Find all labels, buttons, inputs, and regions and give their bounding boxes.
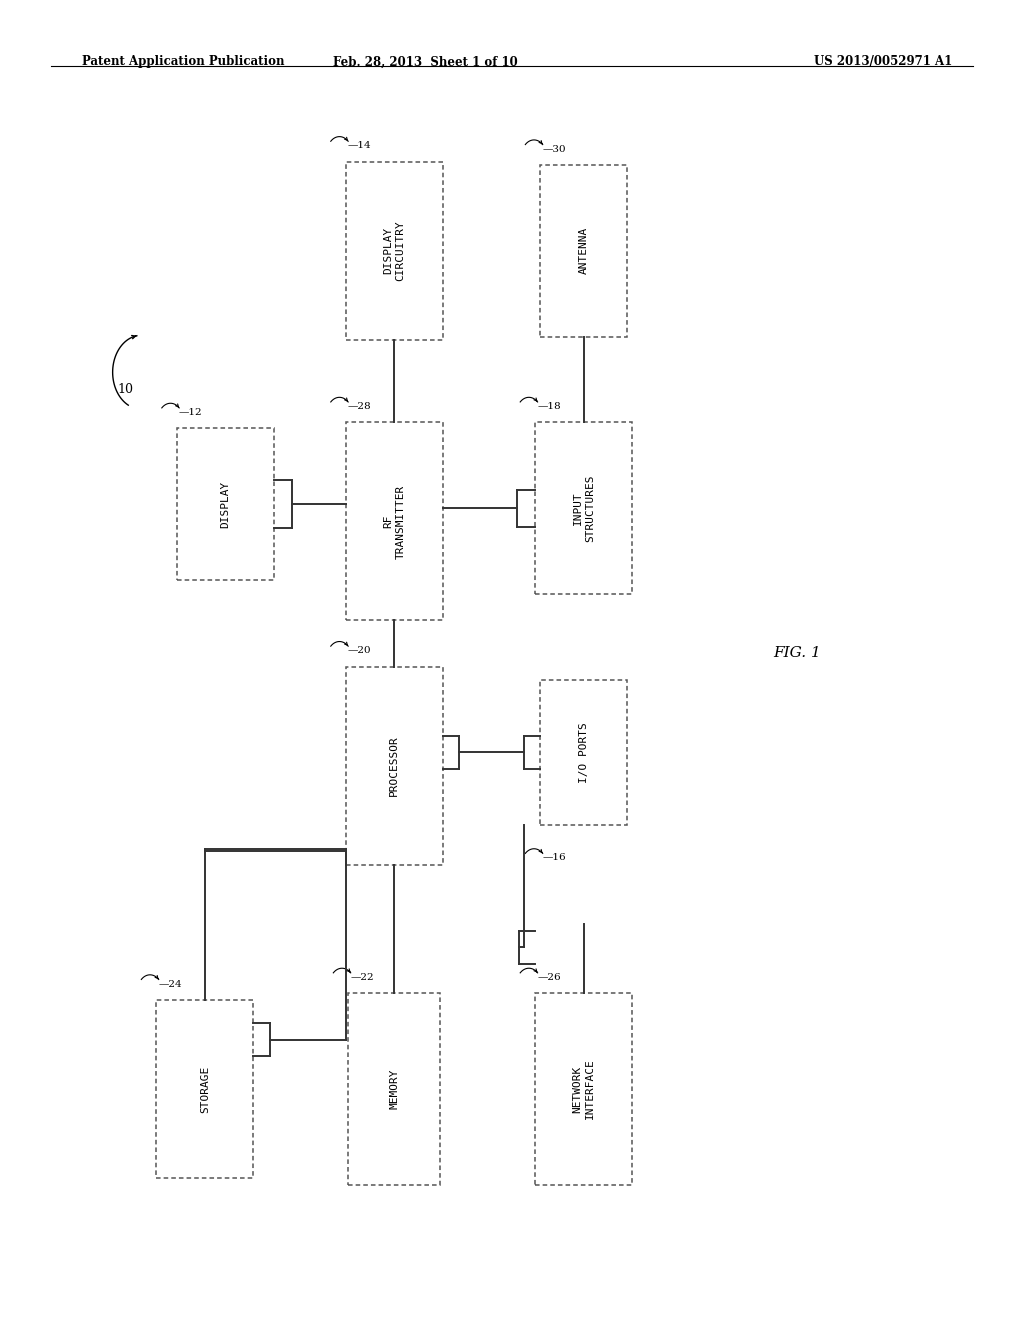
Bar [346,667,442,865]
Text: DISPLAY
CIRCUITRY: DISPLAY CIRCUITRY [383,220,406,281]
Text: FIG. 1: FIG. 1 [773,647,821,660]
Text: STORAGE: STORAGE [200,1065,210,1113]
Text: —12: —12 [178,408,203,417]
Text: Patent Application Publication: Patent Application Publication [82,55,285,69]
Text: —18: —18 [537,403,561,411]
Bar [535,422,632,594]
Text: DISPLAY: DISPLAY [220,480,230,528]
Text: NETWORK
INTERFACE: NETWORK INTERFACE [572,1059,595,1119]
Bar [346,162,442,339]
Text: RF
TRANSMITTER: RF TRANSMITTER [383,484,406,558]
Text: —14: —14 [348,141,372,150]
Text: Feb. 28, 2013  Sheet 1 of 10: Feb. 28, 2013 Sheet 1 of 10 [333,55,517,69]
Text: US 2013/0052971 A1: US 2013/0052971 A1 [814,55,952,69]
Text: —30: —30 [543,145,566,153]
Bar [176,428,273,581]
Bar [541,680,627,825]
Bar [346,422,442,620]
Text: —26: —26 [537,973,561,982]
Text: INPUT
STRUCTURES: INPUT STRUCTURES [572,474,595,543]
Text: —24: —24 [159,979,182,989]
Text: —22: —22 [350,973,374,982]
Bar [535,993,632,1185]
Text: MEMORY: MEMORY [389,1069,399,1109]
Text: —28: —28 [348,403,372,411]
Text: ANTENNA: ANTENNA [579,227,589,275]
Text: —20: —20 [348,647,372,655]
Text: I/O PORTS: I/O PORTS [579,722,589,783]
Text: PROCESSOR: PROCESSOR [389,735,399,796]
Bar [348,993,440,1185]
Text: —16: —16 [543,854,566,862]
Text: 10: 10 [118,383,134,396]
Bar [541,165,627,337]
Bar [157,1001,254,1179]
